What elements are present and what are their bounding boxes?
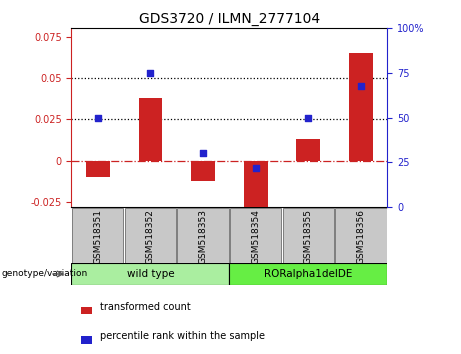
Point [147,70,154,76]
Point [305,115,312,121]
Bar [71,263,230,285]
Bar [139,98,162,161]
Bar [283,208,334,263]
Text: GSM518355: GSM518355 [304,209,313,264]
Text: GSM518353: GSM518353 [199,209,207,264]
Text: percentile rank within the sample: percentile rank within the sample [100,331,265,341]
Bar [335,208,387,263]
Text: GSM518352: GSM518352 [146,209,155,264]
Bar [244,161,267,207]
Text: GSM518354: GSM518354 [251,209,260,264]
Bar [177,208,229,263]
Bar [81,307,92,314]
Bar [86,161,110,177]
Bar [230,263,387,285]
Bar [349,53,373,161]
Point [94,115,101,121]
Bar [72,208,124,263]
Bar [81,336,92,344]
Point [199,151,207,156]
Point [252,165,260,171]
Text: GSM518351: GSM518351 [93,209,102,264]
Bar [125,208,176,263]
Point [357,83,365,88]
Bar [230,208,281,263]
Text: genotype/variation: genotype/variation [1,269,88,279]
Title: GDS3720 / ILMN_2777104: GDS3720 / ILMN_2777104 [139,12,320,26]
Text: transformed count: transformed count [100,302,191,312]
Text: GSM518356: GSM518356 [356,209,366,264]
Bar [296,139,320,161]
Bar [191,161,215,181]
Text: RORalpha1delDE: RORalpha1delDE [264,269,353,279]
Text: wild type: wild type [127,269,174,279]
